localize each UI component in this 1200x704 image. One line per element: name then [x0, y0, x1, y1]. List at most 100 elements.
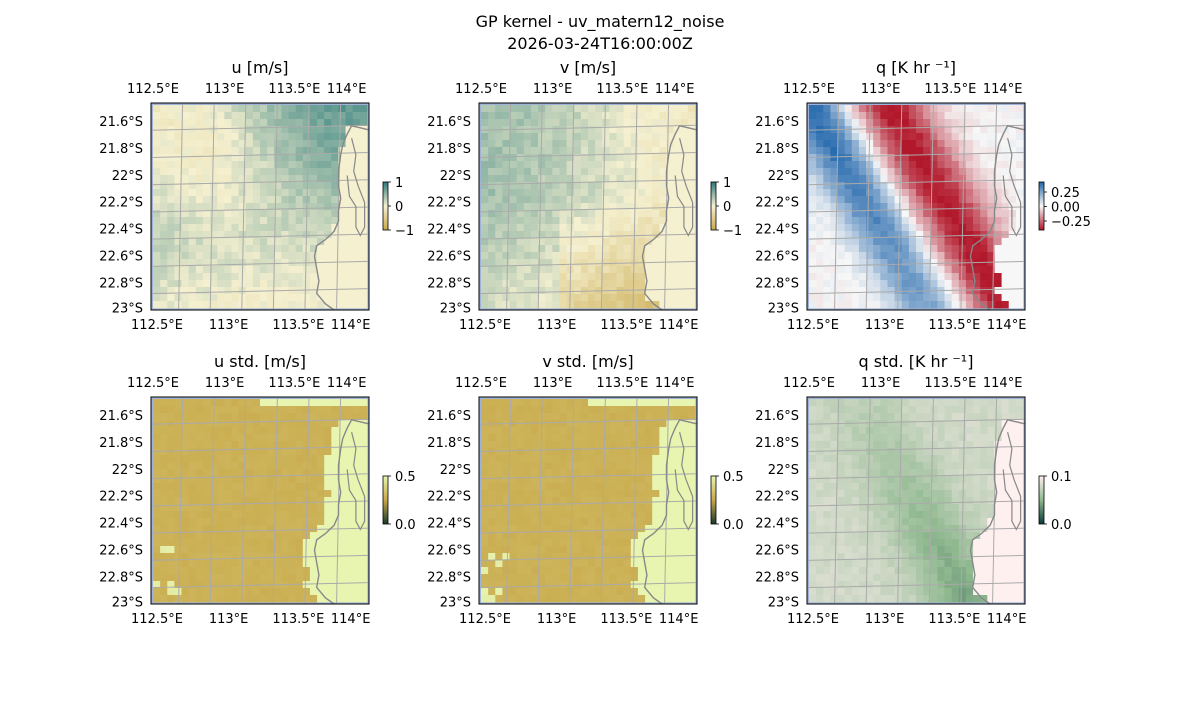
heatmap-cell	[666, 539, 674, 546]
heatmap-cell	[638, 112, 646, 119]
heatmap-cell	[360, 588, 368, 595]
heatmap-cell	[688, 112, 696, 119]
heatmap-cell	[852, 154, 860, 161]
heatmap-cell	[638, 595, 646, 602]
heatmap-cell	[588, 518, 596, 525]
heatmap-cell	[524, 462, 532, 469]
heatmap-cell	[296, 224, 304, 231]
heatmap-cell	[338, 567, 346, 574]
heatmap-cell	[595, 175, 603, 182]
heatmap-cell	[859, 406, 867, 413]
heatmap-cell	[638, 476, 646, 483]
heatmap-cell	[260, 546, 268, 553]
heatmap-cell	[552, 126, 560, 133]
lon-tick-label-top: 114°E	[655, 82, 695, 97]
heatmap-cell	[859, 455, 867, 462]
heatmap-cell	[524, 406, 532, 413]
heatmap-cell	[495, 539, 503, 546]
heatmap-cell	[360, 546, 368, 553]
heatmap-cell	[845, 490, 853, 497]
heatmap-cell	[952, 448, 960, 455]
heatmap-cell	[581, 455, 589, 462]
heatmap-cell	[645, 217, 653, 224]
heatmap-cell	[524, 175, 532, 182]
heatmap-cell	[510, 245, 518, 252]
heatmap-cell	[203, 238, 211, 245]
heatmap-cell	[624, 161, 632, 168]
heatmap-cell	[182, 518, 190, 525]
heatmap-cell	[952, 161, 960, 168]
heatmap-cell	[360, 469, 368, 476]
heatmap-cell	[823, 196, 831, 203]
heatmap-cell	[274, 245, 282, 252]
heatmap-cell	[887, 490, 895, 497]
heatmap-cell	[524, 280, 532, 287]
heatmap-cell	[880, 266, 888, 273]
heatmap-cell	[260, 259, 268, 266]
heatmap-cell	[574, 112, 582, 119]
heatmap-cell	[510, 273, 518, 280]
heatmap-cell	[973, 455, 981, 462]
heatmap-cell	[595, 161, 603, 168]
heatmap-cell	[296, 154, 304, 161]
heatmap-cell	[346, 476, 354, 483]
heatmap-cell	[524, 539, 532, 546]
heatmap-cell	[595, 427, 603, 434]
lon-tick-label-top: 113.5°E	[596, 82, 648, 97]
heatmap-cell	[253, 294, 261, 301]
heatmap-cell	[602, 280, 610, 287]
heatmap-cell	[353, 448, 361, 455]
heatmap-cell	[581, 133, 589, 140]
heatmap-cell	[289, 546, 297, 553]
heatmap-cell	[174, 525, 182, 532]
heatmap-cell	[260, 210, 268, 217]
lat-tick-label: 22.8°S	[427, 276, 471, 291]
heatmap-cell	[994, 259, 1002, 266]
heatmap-cell	[289, 294, 297, 301]
heatmap-cell	[880, 126, 888, 133]
heatmap-cell	[937, 140, 945, 147]
heatmap-cell	[559, 238, 567, 245]
heatmap-cell	[617, 427, 625, 434]
heatmap-cell	[574, 280, 582, 287]
heatmap-cell	[310, 161, 318, 168]
heatmap-cell	[324, 448, 332, 455]
heatmap-cell	[317, 133, 325, 140]
lon-tick-label-top: 112.5°E	[455, 82, 507, 97]
heatmap-cell	[517, 448, 525, 455]
heatmap-cell	[182, 140, 190, 147]
heatmap-cell	[267, 224, 275, 231]
heatmap-cell	[160, 147, 168, 154]
heatmap-cell	[317, 112, 325, 119]
heatmap-cell	[253, 406, 261, 413]
panel-title: v std. [m/s]	[542, 352, 633, 371]
heatmap-cell	[688, 399, 696, 406]
heatmap-cell	[581, 490, 589, 497]
heatmap-cell	[659, 469, 667, 476]
heatmap-cell	[866, 441, 874, 448]
heatmap-cell	[588, 245, 596, 252]
heatmap-cell	[552, 574, 560, 581]
heatmap-cell	[937, 182, 945, 189]
heatmap-cell	[189, 203, 197, 210]
heatmap-cell	[260, 224, 268, 231]
heatmap-cell	[174, 406, 182, 413]
heatmap-cell	[809, 280, 817, 287]
heatmap-cell	[488, 455, 496, 462]
heatmap-cell	[353, 581, 361, 588]
heatmap-cell	[538, 490, 546, 497]
heatmap-cell	[666, 532, 674, 539]
heatmap-cell	[310, 252, 318, 259]
heatmap-cell	[994, 252, 1002, 259]
heatmap-cell	[581, 147, 589, 154]
heatmap-cell	[617, 217, 625, 224]
heatmap-cell	[581, 252, 589, 259]
heatmap-cell	[909, 189, 917, 196]
heatmap-cell	[937, 196, 945, 203]
heatmap-cell	[588, 147, 596, 154]
heatmap-cell	[517, 133, 525, 140]
heatmap-cell	[609, 574, 617, 581]
heatmap-cell	[823, 182, 831, 189]
heatmap-cell	[887, 112, 895, 119]
heatmap-cell	[559, 413, 567, 420]
